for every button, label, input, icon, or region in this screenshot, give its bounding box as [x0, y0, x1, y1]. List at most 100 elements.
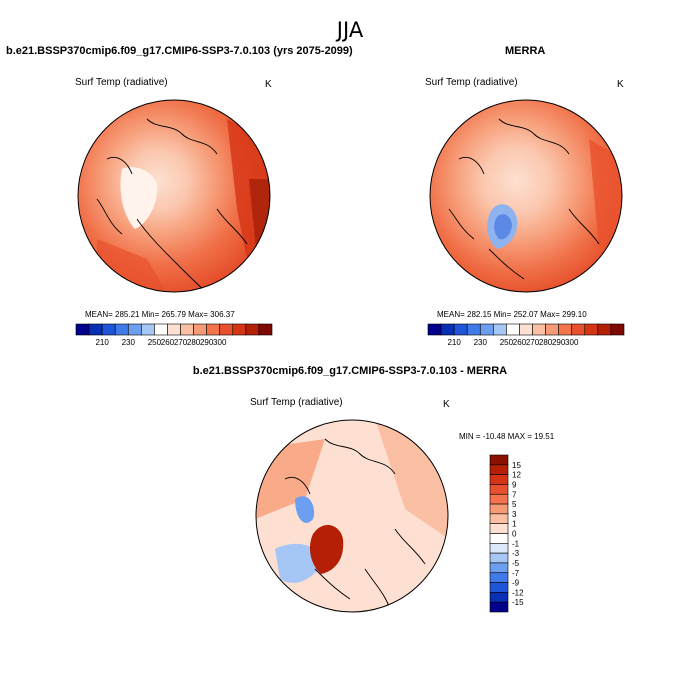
diff-colorbar-tick-6: 1: [512, 520, 517, 529]
diff-colorbar-swatch-15: [489, 601, 509, 613]
model-colorbar-swatch-6: [154, 323, 168, 336]
obs-colorbar-swatch-11: [571, 323, 586, 336]
diff-colorbar-tick-11: -7: [512, 569, 520, 578]
diff-coastlines: [284, 438, 426, 610]
model-colorbar-tick-5: 280: [187, 338, 201, 347]
obs-colorbar-swatch-14: [610, 323, 625, 336]
model-colorbar-swatch-1: [88, 323, 103, 336]
diff-colorbar-tick-1: 12: [512, 471, 521, 480]
diff-colorbar-tick-10: -5: [512, 559, 520, 568]
model-colorbar: 210 230 250 260 270 280 290 300: [75, 323, 273, 347]
model-colorbar-swatch-13: [245, 323, 260, 336]
figure-title: JJA: [336, 18, 364, 42]
diff-variable-label: Surf Temp (radiative): [250, 397, 343, 408]
model-colorbar-swatch-5: [141, 323, 155, 336]
diff-colorbar-tick-5: 3: [512, 510, 517, 519]
model-colorbar-swatch-2: [101, 323, 116, 336]
obs-colorbar-tick-2: 250: [500, 338, 514, 347]
model-colorbar-swatch-10: [206, 323, 221, 336]
obs-panel-title: MERRA: [505, 45, 546, 57]
diff-colorbar-swatch-12: [489, 572, 509, 583]
diff-colorbar-tick-8: -1: [512, 539, 520, 548]
model-colorbar-swatch-12: [232, 323, 247, 336]
diff-polar-map: [255, 419, 449, 613]
model-colorbar-swatch-4: [127, 323, 142, 336]
obs-colorbar-swatch-3: [466, 323, 481, 336]
obs-colorbar-swatch-13: [597, 323, 612, 336]
model-panel-title: b.e21.BSSP370cmip6.f09_g17.CMIP6-SSP3-7.…: [6, 45, 353, 57]
model-stats: MEAN= 285.21 Min= 265.79 Max= 306.37: [85, 310, 235, 319]
model-colorbar-swatch-0: [75, 323, 90, 336]
diff-colorbar-tick-0: 15: [512, 461, 521, 470]
obs-colorbar-swatch-4: [479, 323, 494, 336]
model-colorbar-swatch-8: [180, 323, 194, 336]
obs-colorbar-swatch-0: [427, 323, 442, 336]
model-colorbar-swatch-11: [219, 323, 234, 336]
obs-units-label: K: [617, 79, 624, 90]
obs-stats: MEAN= 282.15 Min= 252.07 Max= 299.10: [437, 310, 587, 319]
obs-polar-map: [429, 99, 623, 293]
model-colorbar-tick-2: 250: [148, 338, 162, 347]
model-colorbar-tick-3: 260: [161, 338, 175, 347]
obs-colorbar-tick-0: 210: [447, 338, 461, 347]
obs-colorbar-tick-7: 300: [565, 338, 579, 347]
model-variable-label: Surf Temp (radiative): [75, 77, 168, 88]
obs-colorbar-tick-4: 270: [526, 338, 540, 347]
diff-colorbar-tick-7: 0: [512, 530, 517, 539]
diff-colorbar-swatch-2: [489, 474, 509, 485]
model-polar-map: [77, 99, 271, 293]
diff-colorbar-tick-3: 7: [512, 490, 517, 499]
diff-colorbar-swatch-10: [489, 552, 509, 564]
model-colorbar-tick-4: 270: [174, 338, 188, 347]
obs-colorbar: 210 230 250 260 270 280 290 300: [427, 323, 625, 347]
diff-greenland-warm: [309, 524, 344, 574]
obs-colorbar-swatch-2: [453, 323, 468, 336]
diff-colorbar-swatch-4: [489, 493, 509, 505]
obs-greenland-colder: [494, 214, 512, 240]
model-colorbar-tick-1: 230: [122, 338, 136, 347]
diff-colorbar-swatch-9: [489, 543, 509, 554]
diff-colorbar-swatch-0: [489, 454, 509, 466]
diff-units-label: K: [443, 399, 450, 410]
model-colorbar-tick-0: 210: [95, 338, 109, 347]
model-colorbar-swatch-7: [167, 323, 181, 336]
obs-field: [430, 100, 622, 292]
obs-coastlines: [448, 118, 600, 280]
diff-cold-strait: [295, 496, 315, 523]
diff-colorbar-tick-13: -12: [512, 588, 524, 597]
obs-colorbar-swatch-1: [440, 323, 455, 336]
obs-colorbar-swatch-10: [558, 323, 573, 336]
obs-colorbar-swatch-8: [532, 323, 546, 336]
obs-colorbar-swatch-5: [493, 323, 507, 336]
diff-colorbar-tick-14: -15: [512, 598, 524, 607]
model-colorbar-swatch-14: [258, 323, 273, 336]
diff-colorbar-tick-2: 9: [512, 480, 517, 489]
diff-colorbar-tick-12: -9: [512, 579, 520, 588]
diff-colorbar-swatch-3: [489, 484, 509, 495]
model-colorbar-swatch-9: [193, 323, 207, 336]
diff-colorbar-swatch-6: [489, 513, 509, 524]
diff-panel-title: b.e21.BSSP370cmip6.f09_g17.CMIP6-SSP3-7.…: [192, 365, 508, 377]
obs-variable-label: Surf Temp (radiative): [425, 77, 518, 88]
obs-warm-sector: [589, 139, 622, 249]
obs-colorbar-swatch-7: [519, 323, 533, 336]
diff-stats: MIN = -10.48 MAX = 19.51: [459, 432, 555, 441]
diff-colorbar-swatch-1: [489, 464, 509, 475]
diff-colorbar-tick-9: -3: [512, 549, 520, 558]
obs-colorbar-tick-6: 290: [552, 338, 566, 347]
obs-colorbar-tick-5: 280: [539, 338, 553, 347]
obs-colorbar-swatch-6: [506, 323, 520, 336]
model-colorbar-swatch-3: [114, 323, 129, 336]
diff-colorbar-swatch-14: [489, 592, 509, 603]
diff-colorbar-swatch-11: [489, 562, 509, 574]
diff-colorbar-tick-4: 5: [512, 500, 517, 509]
model-greenland: [120, 167, 158, 229]
model-colorbar-tick-6: 290: [200, 338, 214, 347]
obs-colorbar-tick-3: 260: [513, 338, 527, 347]
diff-colorbar-swatch-8: [489, 533, 509, 544]
model-colorbar-tick-7: 300: [213, 338, 227, 347]
diff-colorbar-swatch-13: [489, 582, 509, 593]
model-coastlines: [96, 118, 248, 292]
obs-colorbar-swatch-12: [584, 323, 599, 336]
